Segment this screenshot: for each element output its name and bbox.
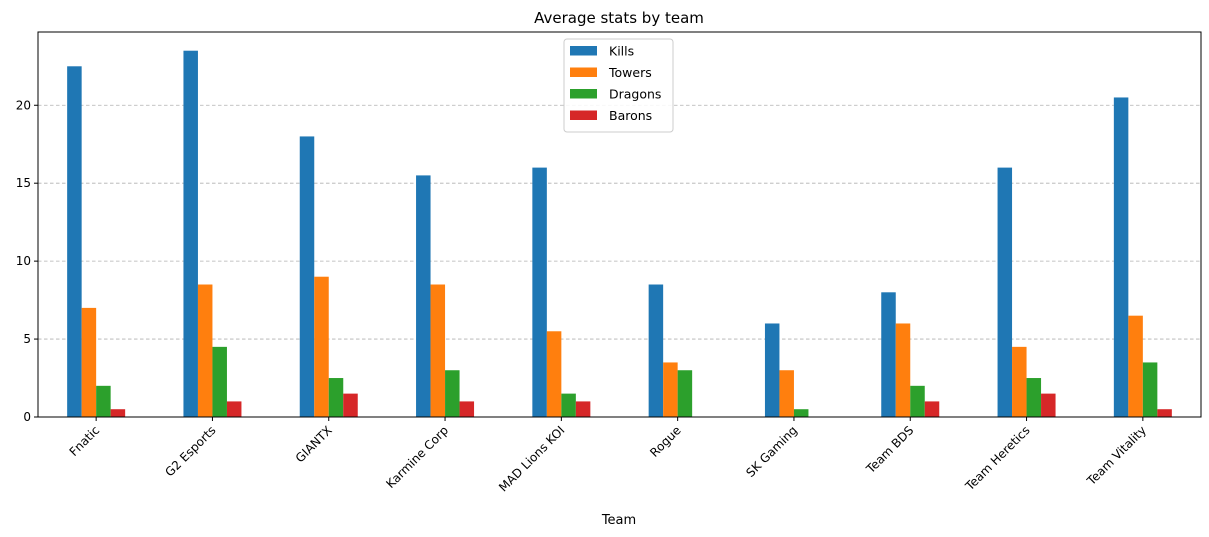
x-tick-label: Team Heretics: [962, 423, 1033, 494]
bar-towers-giantx: [314, 276, 329, 417]
bar-barons-team-heretics: [1041, 393, 1056, 417]
x-axis-label: Team: [601, 513, 636, 528]
bar-towers-mad-lions-koi: [546, 331, 562, 417]
legend-label-kills: Kills: [609, 44, 634, 59]
x-tick-label: Rogue: [647, 423, 684, 460]
y-tick-label: 5: [23, 332, 31, 346]
legend-label-dragons: Dragons: [609, 87, 661, 102]
bar-dragons-g2-esports: [212, 346, 227, 417]
bar-towers-fnatic: [81, 307, 97, 417]
bar-kills-fnatic: [67, 66, 82, 417]
bar-barons-g2-esports: [226, 401, 242, 417]
bar-barons-fnatic: [110, 409, 126, 417]
x-tick-label: SK Gaming: [743, 423, 800, 480]
bar-dragons-team-heretics: [1026, 378, 1042, 417]
legend-swatch-towers: [570, 67, 597, 77]
bar-towers-team-bds: [895, 323, 911, 417]
bar-kills-giantx: [299, 136, 315, 417]
y-axis-ticks: 0 5 10 15 20: [16, 98, 38, 424]
plot-frame: [37, 31, 1202, 418]
bar-kills-team-heretics: [997, 167, 1013, 417]
x-tick-label: GIANTX: [293, 423, 335, 465]
bar-kills-team-bds: [881, 292, 896, 417]
y-tick-label: 20: [16, 98, 31, 112]
bar-dragons-team-bds: [910, 385, 925, 417]
bar-kills-team-vitality: [1113, 97, 1129, 418]
bar-dragons-mad-lions-koi: [561, 393, 576, 417]
bar-towers-sk-gaming: [779, 370, 794, 417]
bar-towers-g2-esports: [197, 284, 213, 417]
legend-box: [563, 38, 674, 133]
bar-dragons-karmine-corp: [445, 370, 460, 417]
legend: Kills Towers Dragons Barons: [563, 38, 674, 133]
bar-barons-team-bds: [924, 401, 940, 417]
bar-barons-giantx: [343, 393, 358, 417]
legend-swatch-dragons: [570, 89, 597, 99]
x-tick-label: Karmine Corp: [383, 423, 451, 491]
bar-towers-rogue: [663, 362, 678, 417]
x-tick-label: G2 Esports: [162, 423, 218, 479]
bar-kills-sk-gaming: [764, 323, 780, 417]
legend-label-barons: Barons: [609, 108, 652, 123]
bar-towers-team-vitality: [1128, 315, 1143, 417]
bar-dragons-giantx: [328, 378, 344, 417]
x-tick-label: Team BDS: [863, 423, 916, 476]
chart-title: Average stats by team: [534, 9, 704, 27]
bars: [67, 50, 1172, 418]
bar-barons-mad-lions-koi: [575, 401, 591, 417]
bar-dragons-rogue: [677, 370, 693, 417]
legend-swatch-kills: [570, 46, 597, 56]
bar-towers-team-heretics: [1012, 346, 1027, 417]
bar-dragons-team-vitality: [1142, 362, 1158, 417]
x-axis-ticks: Fnatic G2 Esports GIANTX Karmine Corp MAD Li…: [67, 417, 1149, 495]
y-tick-label: 15: [16, 176, 31, 190]
bar-kills-g2-esports: [183, 50, 198, 417]
bar-dragons-sk-gaming: [793, 409, 809, 417]
bar-kills-mad-lions-koi: [532, 167, 547, 417]
legend-label-towers: Towers: [608, 65, 652, 80]
x-tick-label: Team Vitality: [1084, 423, 1149, 488]
bar-dragons-fnatic: [96, 385, 111, 417]
bar-kills-karmine-corp: [416, 175, 431, 417]
x-tick-label: MAD Lions KOI: [496, 423, 567, 494]
y-tick-label: 10: [16, 254, 31, 268]
bar-barons-karmine-corp: [459, 401, 475, 417]
bar-towers-karmine-corp: [430, 284, 446, 417]
y-tick-label: 0: [23, 410, 31, 424]
bar-barons-team-vitality: [1157, 409, 1172, 417]
bar-kills-rogue: [648, 284, 664, 417]
x-tick-label: Fnatic: [67, 423, 103, 459]
legend-swatch-barons: [570, 110, 597, 120]
